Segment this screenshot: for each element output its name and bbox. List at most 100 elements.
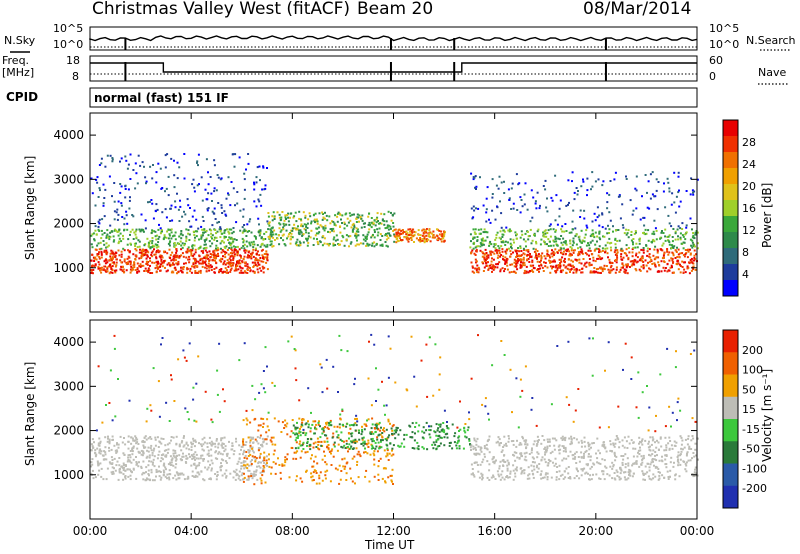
velocity-cell bbox=[273, 449, 276, 452]
velocity-cell bbox=[210, 440, 213, 443]
power-cell bbox=[425, 231, 428, 234]
power-cell bbox=[654, 264, 657, 267]
velocity-cell bbox=[243, 472, 245, 475]
power-cell bbox=[335, 234, 338, 237]
power-cell bbox=[666, 249, 669, 252]
power-cell bbox=[635, 269, 638, 272]
power-cell bbox=[232, 240, 235, 243]
power-cell bbox=[229, 244, 232, 247]
power-cell bbox=[473, 209, 476, 212]
velocity-cell bbox=[165, 468, 167, 471]
power-cell bbox=[592, 259, 595, 262]
power-cell bbox=[395, 238, 398, 240]
power-cell bbox=[243, 224, 246, 226]
velocity-cell bbox=[259, 434, 262, 437]
velocity-cell bbox=[122, 473, 125, 476]
power-cell bbox=[143, 244, 146, 247]
power-cell bbox=[377, 231, 380, 234]
power-cell bbox=[678, 189, 680, 192]
power-cell bbox=[677, 225, 680, 228]
velocity-cell bbox=[123, 466, 126, 469]
power-cell bbox=[213, 249, 216, 252]
velocity-cell bbox=[381, 432, 384, 434]
velocity-cell bbox=[513, 451, 516, 454]
velocity-cell bbox=[219, 466, 222, 469]
velocity-cell bbox=[409, 425, 412, 428]
power-cell bbox=[140, 257, 143, 259]
velocity-cell bbox=[473, 462, 476, 464]
power-cell bbox=[147, 261, 150, 263]
velocity-cell bbox=[475, 440, 478, 443]
power-cell bbox=[622, 226, 625, 229]
power-cell bbox=[493, 252, 496, 255]
power-cell bbox=[658, 264, 660, 266]
power-cell bbox=[479, 241, 482, 244]
velocity-cell bbox=[681, 439, 684, 442]
velocity-cell bbox=[448, 442, 451, 444]
power-cell bbox=[94, 264, 97, 267]
velocity-cell bbox=[530, 449, 533, 451]
power-cell bbox=[606, 192, 609, 195]
power-cell bbox=[648, 253, 651, 256]
velocity-cell bbox=[694, 468, 696, 471]
velocity-cell bbox=[587, 463, 589, 466]
velocity-cell bbox=[621, 444, 624, 447]
power-cell bbox=[595, 247, 598, 250]
velocity-cell bbox=[156, 457, 159, 460]
velocity-cell bbox=[141, 440, 144, 443]
velocity-cell bbox=[272, 461, 275, 464]
power-cell bbox=[393, 235, 396, 238]
velocity-cell bbox=[378, 447, 381, 450]
power-cell bbox=[247, 266, 250, 269]
power-cell bbox=[112, 257, 114, 260]
velocity-cell bbox=[546, 476, 549, 478]
power-cell bbox=[490, 243, 493, 246]
power-cell bbox=[187, 232, 190, 235]
power-cell bbox=[93, 239, 96, 242]
power-cell bbox=[581, 252, 584, 255]
velocity-cell bbox=[237, 477, 240, 480]
power-cell bbox=[230, 254, 233, 257]
velocity-cell bbox=[589, 459, 592, 462]
power-cell bbox=[616, 256, 619, 259]
power-cell bbox=[625, 263, 628, 266]
power-cell bbox=[90, 243, 93, 246]
velocity-cell bbox=[151, 479, 154, 482]
velocity-cell bbox=[318, 440, 321, 443]
velocity-cell bbox=[302, 442, 305, 445]
power-cell bbox=[125, 263, 128, 266]
velocity-cell bbox=[253, 418, 256, 421]
velocity-cell bbox=[277, 457, 279, 460]
velocity-cell bbox=[376, 438, 379, 441]
power-cell bbox=[627, 247, 630, 249]
power-cell bbox=[314, 221, 316, 224]
power-cell bbox=[581, 250, 584, 253]
velocity-cell bbox=[160, 476, 163, 479]
velocity-cell bbox=[413, 439, 416, 442]
power-cell bbox=[363, 226, 366, 228]
power-cell bbox=[573, 249, 576, 252]
power-cell bbox=[441, 233, 444, 236]
power-cell bbox=[224, 256, 227, 259]
velocity-cell bbox=[384, 480, 386, 483]
power-cell bbox=[549, 235, 552, 238]
velocity-cell bbox=[554, 457, 557, 460]
velocity-cell bbox=[172, 436, 175, 439]
power-cell bbox=[689, 193, 692, 196]
velocity-cell bbox=[313, 460, 315, 463]
power-cell bbox=[270, 243, 273, 246]
velocity-cell bbox=[376, 427, 379, 430]
power-cell bbox=[475, 250, 478, 253]
power-cell bbox=[409, 236, 412, 239]
power-cell bbox=[655, 256, 658, 259]
power-cell bbox=[676, 228, 679, 231]
velocity-cell bbox=[585, 449, 588, 452]
power-cell bbox=[648, 207, 651, 210]
power-cell bbox=[554, 260, 556, 263]
velocity-cell bbox=[317, 447, 319, 450]
power-cell bbox=[307, 241, 310, 244]
power-cell bbox=[260, 243, 263, 246]
power-cell bbox=[668, 259, 671, 262]
velocity-cell bbox=[364, 451, 367, 453]
power-cell bbox=[192, 261, 195, 264]
